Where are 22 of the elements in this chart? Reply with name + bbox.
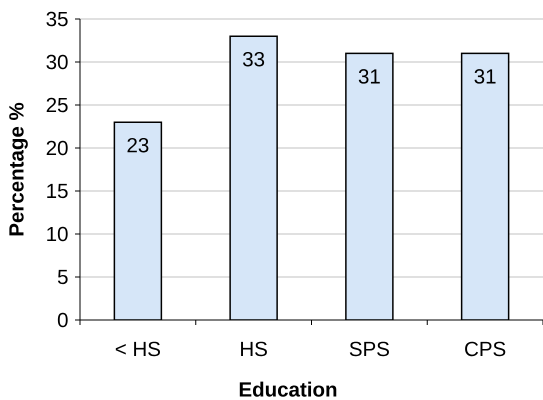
data-label: 31	[474, 69, 496, 84]
bar	[345, 52, 394, 320]
y-tick-label: 0	[58, 312, 68, 328]
data-label: 33	[243, 52, 264, 66]
bar	[114, 121, 162, 320]
y-tick-label: 10	[47, 226, 68, 242]
x-tick-label: CPS	[465, 342, 506, 356]
data-label: 31	[358, 69, 380, 84]
y-tick-label: 5	[58, 270, 68, 284]
y-tick-label: 30	[46, 54, 68, 70]
y-tick-label: 15	[47, 184, 68, 198]
x-tick-label: HS	[241, 342, 267, 356]
data-label: 23	[128, 138, 148, 152]
bar	[460, 52, 510, 320]
bar	[229, 35, 278, 320]
y-axis-title: Percentage %	[9, 102, 28, 236]
y-tick-label: 25	[46, 98, 68, 112]
y-tick-label: 35	[46, 12, 68, 26]
x-axis-title: Education	[240, 382, 336, 397]
x-tick-label: < HS	[116, 342, 160, 356]
y-tick-label: 20	[46, 140, 68, 156]
x-tick-label: SPS	[350, 342, 389, 356]
